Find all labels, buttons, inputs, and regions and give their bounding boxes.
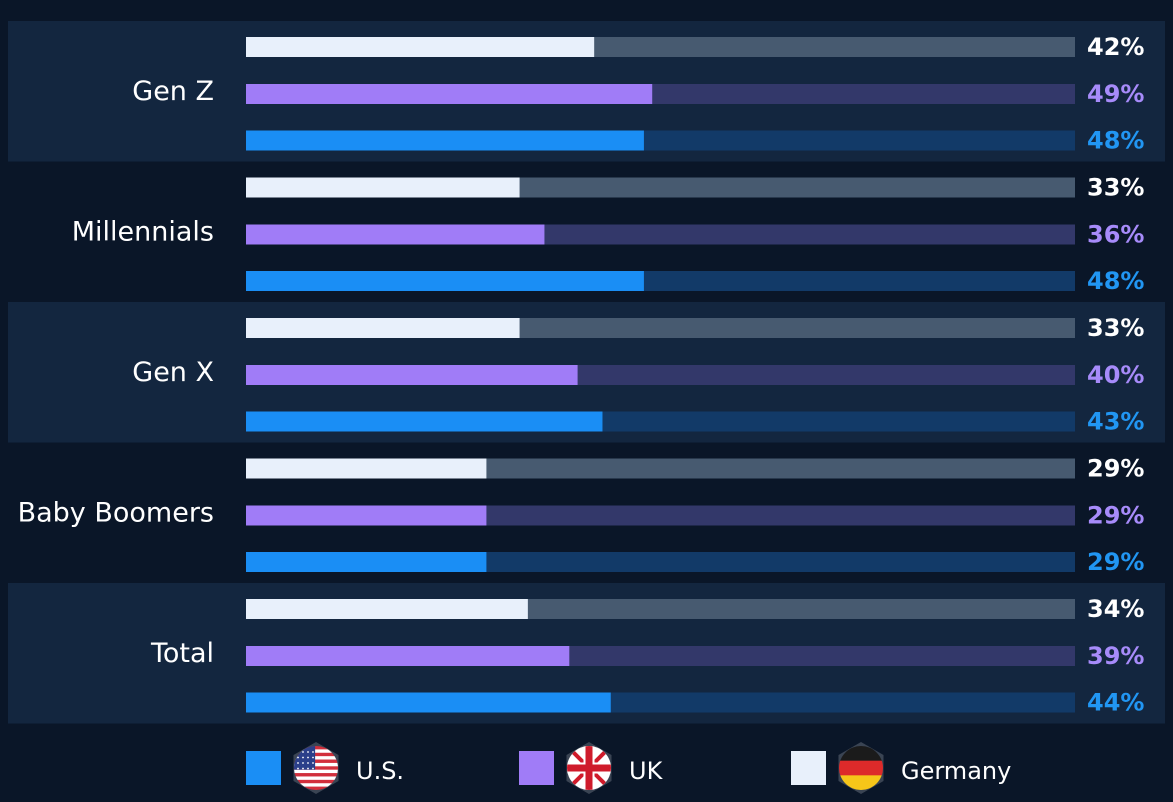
germany-flag-icon [838,742,884,794]
value-label-gen-z-u-s: 48% [1087,127,1144,155]
legend-swatch-germany [791,751,826,785]
bar-gen-z-germany [246,37,595,57]
bar-baby-boomers-u-s [246,552,487,572]
value-label-gen-z-uk: 49% [1087,80,1144,108]
legend-label-uk: UK [629,757,664,785]
labels: Gen Z 42% 49% 48% Millennials 33% 36% 48% Gen X 3… [18,33,1145,717]
category-label-baby-boomers: Baby Boomers [18,497,214,528]
bar-gen-x-uk [246,365,578,385]
bar-total-uk [246,646,570,666]
bar-millennials-u-s [246,271,644,291]
bar-gen-x-u-s [246,411,603,432]
legend-swatch-u-s [246,751,281,785]
value-label-gen-z-germany: 42% [1087,33,1144,61]
legend-label-u-s: U.S. [356,757,404,785]
legend-item-uk: UK [519,742,664,794]
bar-baby-boomers-uk [246,505,487,526]
value-label-gen-x-germany: 33% [1087,314,1144,342]
value-label-millennials-u-s: 48% [1087,267,1144,295]
value-label-total-u-s: 44% [1087,689,1144,717]
value-label-millennials-germany: 33% [1087,174,1144,202]
bar-gen-z-u-s [246,130,644,151]
legend-swatch-uk [519,751,554,785]
legend-label-germany: Germany [901,757,1011,785]
bar-total-germany [246,599,528,619]
legend: U.S. UK Germany [246,742,1011,794]
value-label-gen-x-u-s: 43% [1087,408,1144,436]
value-label-baby-boomers-germany: 29% [1087,455,1144,483]
value-label-gen-x-uk: 40% [1087,361,1144,389]
value-label-baby-boomers-u-s: 29% [1087,548,1144,576]
value-label-total-uk: 39% [1087,642,1144,670]
value-label-millennials-uk: 36% [1087,221,1144,249]
bar-gen-x-germany [246,318,520,338]
value-label-total-germany: 34% [1087,595,1144,623]
bars [246,37,1075,713]
legend-item-germany: Germany [791,742,1011,794]
value-label-baby-boomers-uk: 29% [1087,502,1144,530]
category-label-total: Total [150,638,214,669]
uk-flag-icon [566,742,612,794]
category-label-gen-z: Gen Z [132,76,214,107]
bar-baby-boomers-germany [246,458,487,479]
bar-total-u-s [246,692,611,713]
us-flag-icon [293,742,339,794]
bar-millennials-germany [246,177,520,198]
category-label-gen-x: Gen X [132,357,214,388]
legend-item-u-s: U.S. [246,742,404,794]
bar-gen-z-uk [246,84,653,104]
category-label-millennials: Millennials [72,216,214,247]
bar-millennials-uk [246,224,545,245]
